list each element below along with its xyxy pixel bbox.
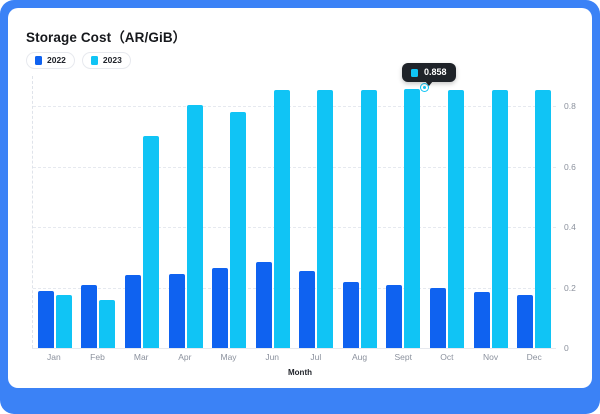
bar-2022-oct[interactable] [429,287,446,348]
x-axis-baseline [32,348,556,349]
tooltip-swatch-icon [411,68,418,77]
bar-2022-apr[interactable] [168,273,185,348]
legend-swatch-icon [35,56,42,65]
page-title: Storage Cost（AR/GiB） [26,30,187,45]
x-axis-title: Month [288,368,312,377]
y-axis-tick-label: 0 [564,343,569,353]
y-axis-tick-label: 0.2 [564,282,576,293]
bar-2023-oct[interactable] [447,89,464,348]
bar-group-may[interactable] [207,76,251,348]
bar-series-container [33,76,556,348]
x-axis: Jan Feb Mar Apr May Jun Jul Aug Sept Oct Nov Dec [32,352,556,366]
tooltip-value: 0.858 [424,67,447,77]
bar-2022-may[interactable] [212,267,229,348]
chart-tooltip: 0.858 [402,63,456,86]
legend-item-2023[interactable]: 2023 [81,52,131,69]
chart-card: Storage Cost（AR/GiB） 2022 2023 0 0.2 0.4 0.… [8,8,592,388]
x-axis-tick-label: Nov [482,352,499,362]
y-axis: 0 0.2 0.4 0.6 0.8 [560,76,592,353]
y-axis-tick-label: 0.4 [564,222,576,233]
chart-legend: 2022 2023 [26,52,131,69]
bar-group-jun[interactable] [251,76,295,348]
plot-area [32,76,556,349]
bar-2023-jul[interactable] [317,89,334,348]
bar-group-aug[interactable] [338,76,382,348]
bar-group-nov[interactable] [469,76,513,348]
x-axis-tick-label: Feb [90,352,105,362]
legend-item-2022[interactable]: 2022 [26,52,75,69]
x-axis-tick-label: Jan [46,352,61,362]
bar-2023-jun[interactable] [273,89,290,348]
bar-2022-dec[interactable] [517,295,534,348]
bar-2022-sept[interactable] [386,284,403,348]
x-axis-tick-label: Oct [440,352,454,362]
x-axis-tick-label: May [220,352,237,362]
bar-2023-sept[interactable] [404,88,421,348]
x-axis-tick-label: Aug [351,352,368,362]
y-axis-tick-label: 0.8 [564,101,576,112]
bar-2022-mar[interactable] [124,275,141,348]
gridline [33,166,556,168]
gridline [33,227,556,229]
x-axis-tick-label: Apr [178,352,192,362]
x-axis-tick-label: Jul [310,352,322,362]
bar-2022-feb[interactable] [81,284,98,348]
bar-group-feb[interactable] [77,76,121,348]
tooltip-anchor-point [421,84,428,91]
legend-item-label: 2022 [47,55,66,66]
bar-group-jul[interactable] [294,76,338,348]
bar-2022-jun[interactable] [255,261,272,348]
bar-2023-feb[interactable] [99,299,116,348]
bar-2023-jan[interactable] [55,295,72,348]
bar-2023-dec[interactable] [535,89,552,348]
x-axis-tick-label: Dec [526,352,542,362]
bar-2022-jan[interactable] [37,290,54,348]
bar-group-mar[interactable] [120,76,164,348]
bar-2023-apr[interactable] [186,104,203,348]
bar-2022-aug[interactable] [342,281,359,348]
legend-item-label: 2023 [102,55,122,66]
bar-group-oct[interactable] [425,76,469,348]
bar-group-sept[interactable] [382,76,426,348]
gridline [33,287,556,289]
y-axis-tick-label: 0.6 [564,161,576,172]
bar-2023-mar[interactable] [142,136,159,348]
bar-2022-jul[interactable] [299,270,316,348]
x-axis-tick-label: Jun [265,352,280,362]
bar-2023-nov[interactable] [491,89,508,348]
bar-group-dec[interactable] [512,76,556,348]
x-axis-tick-label: Mar [133,352,149,362]
legend-swatch-icon [90,56,98,65]
bar-2023-aug[interactable] [360,89,377,348]
bar-2022-nov[interactable] [473,292,490,348]
bar-group-apr[interactable] [164,76,208,348]
bar-group-jan[interactable] [33,76,77,348]
gridline [33,106,556,108]
x-axis-tick-label: Sept [394,352,412,362]
bar-2023-may[interactable] [230,112,247,348]
